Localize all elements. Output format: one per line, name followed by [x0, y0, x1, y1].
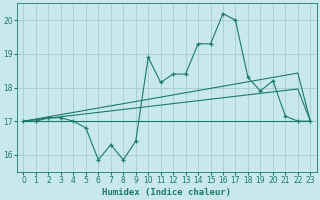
X-axis label: Humidex (Indice chaleur): Humidex (Indice chaleur) [102, 188, 231, 197]
